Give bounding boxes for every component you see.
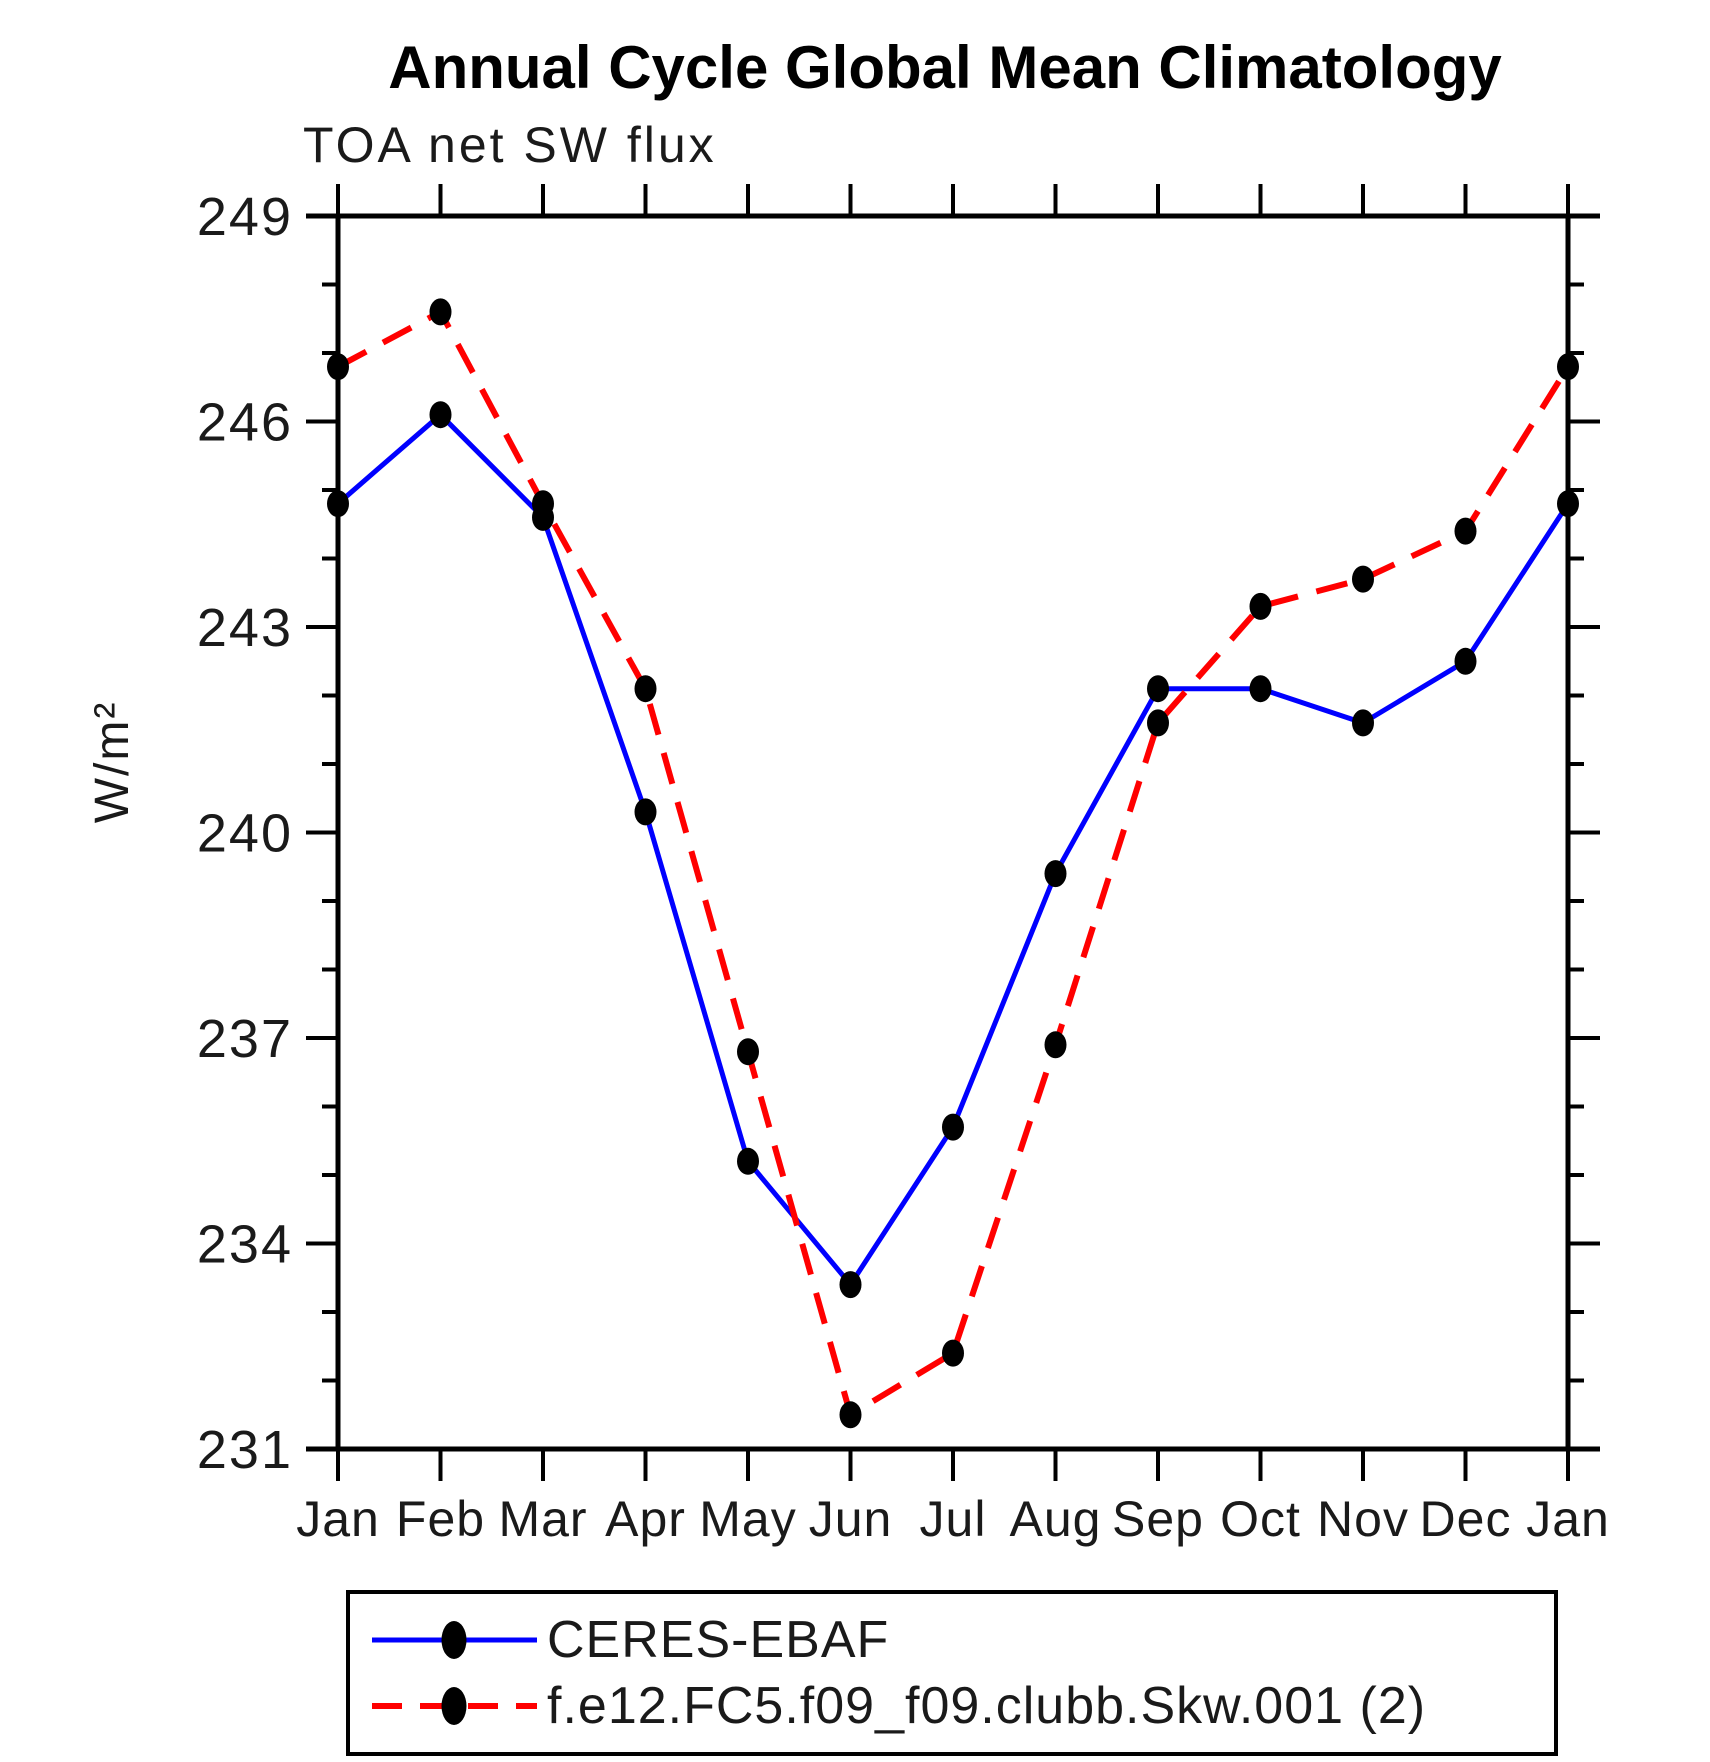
x-tick-label: Dec — [1420, 1491, 1512, 1547]
y-tick-label: 243 — [197, 598, 293, 658]
data-point-marker — [429, 401, 452, 429]
series-line-model — [336, 307, 1571, 1420]
x-tick-label: Sep — [1112, 1491, 1204, 1547]
data-point-marker — [429, 298, 452, 326]
data-point-marker — [1044, 1031, 1067, 1059]
data-point-marker — [1454, 517, 1477, 545]
legend-label: CERES-EBAF — [547, 1611, 889, 1669]
data-point-marker — [1557, 490, 1579, 518]
x-tick-label: Oct — [1220, 1491, 1301, 1547]
y-tick-label: 246 — [197, 393, 293, 453]
chart-subtitle: TOA net SW flux — [303, 117, 717, 173]
data-point-marker — [634, 675, 657, 703]
data-point-marker — [737, 1038, 759, 1066]
y-tick-label: 240 — [197, 804, 293, 864]
legend: CERES-EBAF f.e12.FC5.f09_f09.clubb.Skw.00… — [346, 1590, 1558, 1756]
data-point-marker — [1044, 860, 1067, 888]
x-tick-label: May — [699, 1491, 796, 1547]
data-point-marker — [532, 490, 554, 518]
y-tick-label: 237 — [197, 1009, 293, 1069]
data-markers — [327, 298, 1579, 1429]
data-point-marker — [942, 1339, 964, 1367]
data-point-marker — [327, 353, 349, 381]
y-tick-label: 231 — [197, 1420, 293, 1480]
x-tick-label: Jan — [1526, 1491, 1610, 1547]
data-point-marker — [839, 1401, 862, 1429]
data-point-marker — [1147, 675, 1169, 703]
series-line-obs — [336, 411, 1571, 1289]
data-point-marker — [1557, 353, 1579, 381]
x-tick-label: Aug — [1010, 1491, 1102, 1547]
data-point-marker — [1147, 709, 1169, 737]
legend-label: f.e12.FC5.f09_f09.clubb.Skw.001 (2) — [547, 1677, 1426, 1735]
x-tick-label: Feb — [396, 1491, 485, 1547]
legend-box — [346, 1590, 1558, 1756]
data-point-marker — [839, 1271, 862, 1299]
x-tick-label: Jul — [920, 1491, 987, 1547]
data-point-marker — [1352, 709, 1374, 737]
data-point-marker — [1352, 565, 1374, 593]
legend-marker — [441, 1621, 467, 1659]
legend-marker — [441, 1687, 467, 1725]
x-tick-label: Apr — [605, 1491, 686, 1547]
x-tick-label: Nov — [1317, 1491, 1409, 1547]
data-point-marker — [327, 490, 349, 518]
data-point-marker — [737, 1147, 759, 1175]
data-point-marker — [1249, 592, 1272, 620]
y-tick-label: 249 — [197, 187, 293, 247]
series-lines — [336, 307, 1571, 1420]
data-point-marker — [634, 798, 657, 826]
y-tick-label: 234 — [197, 1215, 293, 1275]
chart-title: Annual Cycle Global Mean Climatology — [388, 34, 1502, 101]
y-axis-title: W/m² — [86, 701, 139, 824]
axes — [306, 184, 1600, 1481]
data-point-marker — [942, 1113, 964, 1141]
x-tick-label: Jun — [809, 1491, 893, 1547]
x-tick-label: Mar — [498, 1491, 587, 1547]
data-point-marker — [1454, 647, 1477, 675]
x-axis-labels: Jan Feb Mar Apr May Jun Jul Aug Sep Oct Nov Dec Jan — [296, 1491, 1610, 1547]
data-point-marker — [1249, 675, 1272, 703]
y-axis-labels: 231 234 237 240 243 246 249 — [197, 187, 293, 1480]
x-tick-label: Jan — [296, 1491, 380, 1547]
